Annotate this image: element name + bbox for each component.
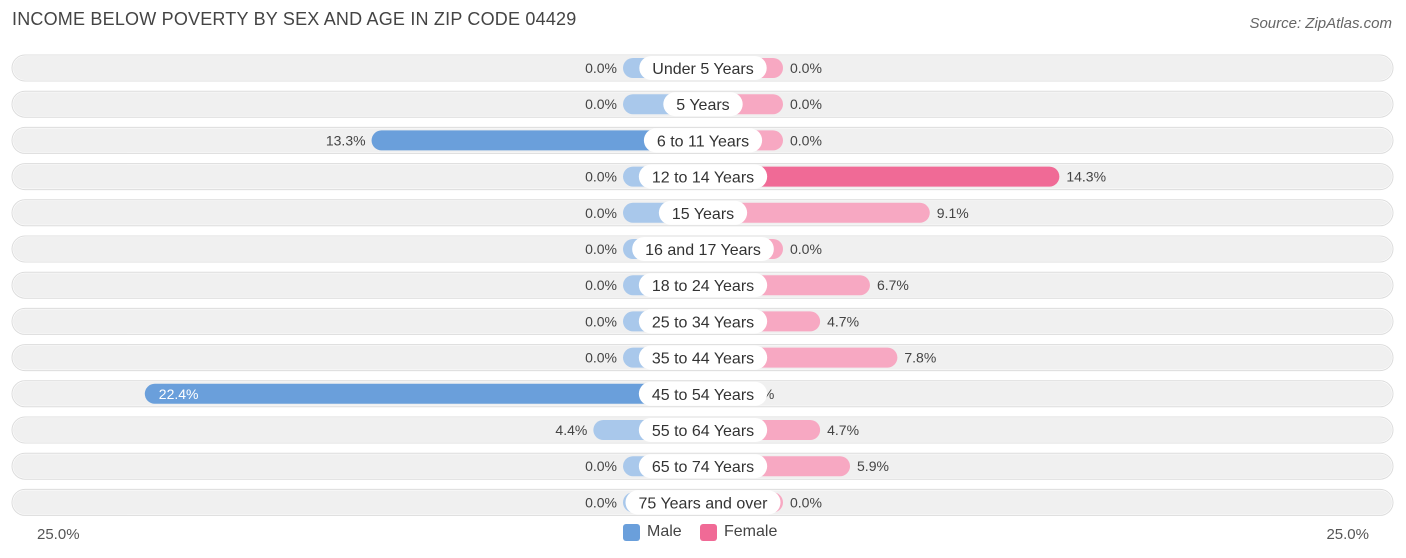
female-value-label: 6.7% <box>877 277 909 293</box>
category-pill <box>639 56 767 80</box>
category-pill <box>638 345 768 370</box>
category-pill <box>625 490 781 515</box>
source-note: Source: ZipAtlas.com <box>1249 15 1392 32</box>
category-label: 16 and 17 Years <box>645 242 761 259</box>
category-pill <box>658 200 748 225</box>
male-value-label: 0.0% <box>585 277 617 293</box>
female-value-label: 0.0% <box>790 60 822 76</box>
male-value-label: 0.0% <box>585 458 617 474</box>
male-value-label: 4.4% <box>555 422 587 438</box>
male-value-label: 0.0% <box>585 494 617 510</box>
legend-swatch-male <box>623 523 640 541</box>
male-value-label: 0.0% <box>585 350 617 366</box>
male-value-label: 0.0% <box>585 313 617 329</box>
category-label: 45 to 54 Years <box>652 387 754 404</box>
legend-item-male[interactable]: Male <box>623 523 682 541</box>
bar-chart: 0.0% 0.0% Under 5 Years 0.0% 0.0% 5 Years 13.3… <box>11 54 1394 516</box>
male-value-label: 0.0% <box>585 169 617 185</box>
category-label: 75 Years and over <box>639 495 769 512</box>
category-label: 55 to 64 Years <box>652 423 754 440</box>
category-pill <box>638 164 768 189</box>
female-value-label: 4.7% <box>827 422 859 438</box>
category-pill <box>638 309 768 334</box>
female-bar <box>703 166 1060 187</box>
category-pill <box>638 273 768 298</box>
female-value-label: 7.8% <box>904 350 936 366</box>
category-label: 65 to 74 Years <box>652 459 754 476</box>
female-value-label: 0.0% <box>790 241 822 257</box>
legend: Male Female <box>0 523 1406 547</box>
female-value-label: 0.0% <box>790 96 822 112</box>
male-value-label: 0.0% <box>585 60 617 76</box>
legend-label-male: Male <box>647 523 682 540</box>
category-label: 35 to 44 Years <box>652 351 754 368</box>
female-value-label: 9.1% <box>937 205 969 221</box>
category-label: 5 Years <box>676 97 729 114</box>
category-label: 15 Years <box>672 206 734 223</box>
legend-label-female: Female <box>724 523 778 540</box>
female-value-label: 5.9% <box>857 458 889 474</box>
chart-title: INCOME BELOW POVERTY BY SEX AND AGE IN Z… <box>12 9 577 29</box>
male-value-label: 0.0% <box>585 96 617 112</box>
category-label: 12 to 14 Years <box>652 170 754 187</box>
axis-right-label: 25.0% <box>1326 526 1369 543</box>
female-value-label: 0.0% <box>790 494 822 510</box>
category-pill <box>632 237 774 261</box>
legend-swatch-female <box>700 523 717 541</box>
category-label: Under 5 Years <box>652 61 753 78</box>
male-value-label: 0.0% <box>585 205 617 221</box>
male-value-label: 22.4% <box>159 386 199 402</box>
female-value-label: 4.7% <box>827 313 859 329</box>
category-label: 18 to 24 Years <box>652 278 754 295</box>
category-pill <box>663 92 743 117</box>
category-pill <box>643 128 763 153</box>
category-label: 25 to 34 Years <box>652 314 754 331</box>
legend-item-female[interactable]: Female <box>700 523 777 541</box>
axis-left-label: 25.0% <box>37 526 80 543</box>
male-value-label: 0.0% <box>585 241 617 257</box>
male-value-label: 13.3% <box>326 132 366 148</box>
male-bar <box>144 383 704 404</box>
category-pill <box>638 381 768 406</box>
category-pill <box>638 418 768 442</box>
female-value-label: 0.0% <box>790 132 822 148</box>
male-bar <box>371 130 703 151</box>
category-pill <box>638 454 768 479</box>
category-label: 6 to 11 Years <box>657 133 749 150</box>
female-value-label: 14.3% <box>1066 169 1106 185</box>
female-bar <box>703 202 930 223</box>
